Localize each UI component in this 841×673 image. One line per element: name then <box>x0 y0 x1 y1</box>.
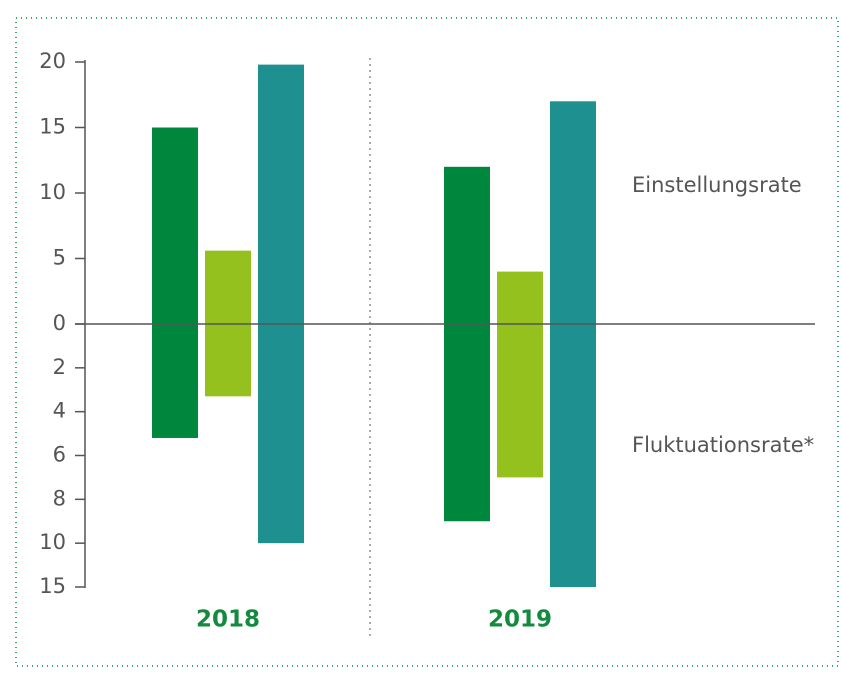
bar <box>550 101 596 588</box>
bar <box>258 64 304 544</box>
y-tick-label: 15 <box>39 115 66 139</box>
y-tick-label: 10 <box>39 180 66 204</box>
bar <box>444 166 490 522</box>
x-tick-label: 2018 <box>196 607 260 633</box>
lower-label: Fluktuationsrate* <box>632 433 814 457</box>
frame <box>15 17 839 667</box>
y-tick-label: 15 <box>39 574 66 598</box>
y-tick-label: 0 <box>53 311 66 335</box>
x-tick-label: 2019 <box>488 607 552 633</box>
y-tick-label: 2 <box>53 355 66 379</box>
y-tick-label: 20 <box>39 49 66 73</box>
bar <box>497 271 543 478</box>
bar <box>152 127 198 438</box>
y-tick-label: 10 <box>39 530 66 554</box>
y-tick-label: 4 <box>53 399 66 423</box>
y-tick-label: 5 <box>53 246 66 270</box>
y-tick-label: 8 <box>53 486 66 510</box>
upper-label: Einstellungsrate <box>632 173 802 197</box>
y-tick-label: 6 <box>53 443 66 467</box>
